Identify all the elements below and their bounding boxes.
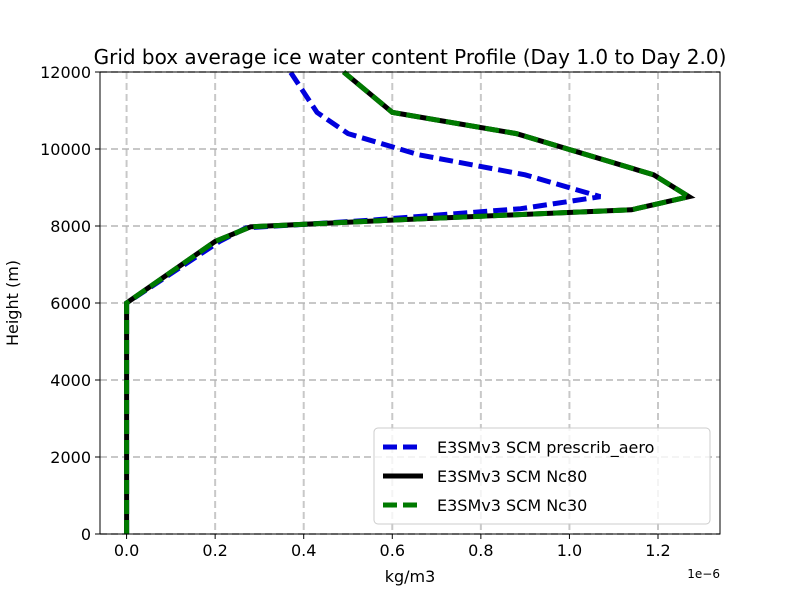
y-tick-label-0: 0 [81,525,91,544]
legend-label-nc30: E3SMv3 SCM Nc30 [437,496,587,515]
x-tick-label-5: 1.0 [557,541,582,560]
x-tick-label-0: 0.0 [114,541,139,560]
y-tick-label-3: 6000 [50,294,91,313]
series-line-e3smv3-scm-nc30 [124,70,696,534]
axis-ticks: 0.0 0.2 0.4 0.6 0.8 1.0 1.2 0 2000 4000 6000 8000 10… [40,63,671,560]
x-tick-label-3: 0.6 [380,541,405,560]
legend: E3SMv3 SCM prescrib_aero E3SMv3 SCM Nc80… [373,427,711,525]
y-tick-label-5: 10000 [40,140,91,159]
x-tick-label-4: 0.8 [468,541,493,560]
chart-title: Grid box average ice water content Profi… [94,45,727,69]
x-tick-label-1: 0.2 [202,541,227,560]
y-axis-label: Height (m) [3,260,22,346]
x-tick-label-6: 1.2 [645,541,670,560]
x-axis-offset-label: 1e−6 [687,567,720,581]
legend-label-nc80: E3SMv3 SCM Nc80 [437,467,587,486]
plot-series [124,70,696,534]
x-tick-label-2: 0.4 [291,541,316,560]
legend-label-prescrib-aero: E3SMv3 SCM prescrib_aero [437,438,654,458]
y-tick-label-1: 2000 [50,448,91,467]
y-tick-label-2: 4000 [50,371,91,390]
y-tick-label-4: 8000 [50,217,91,236]
x-axis-label: kg/m3 [385,567,436,586]
legend-box [373,427,711,525]
y-tick-label-6: 12000 [40,63,91,82]
